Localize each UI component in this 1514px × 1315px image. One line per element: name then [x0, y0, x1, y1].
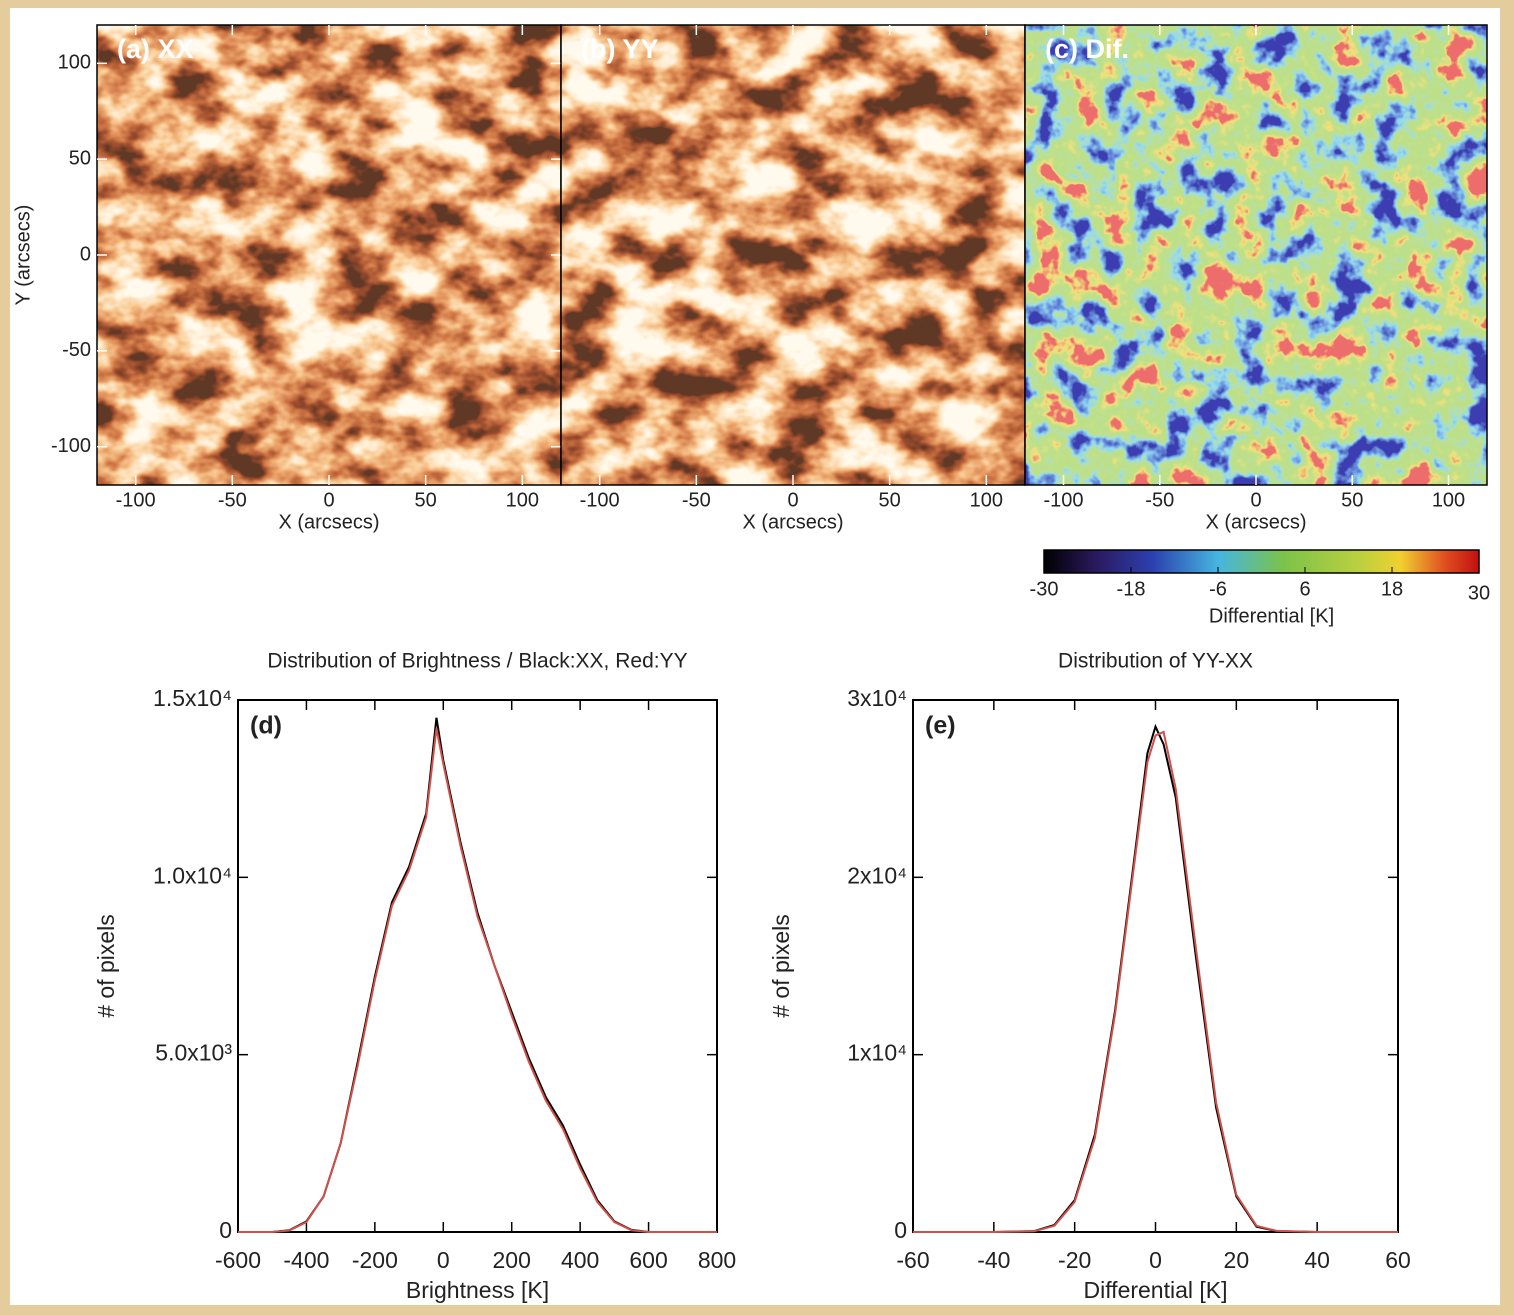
x-tick-label: 100 — [506, 489, 539, 511]
y-tick-label: -100 — [51, 435, 91, 457]
y-tick-label: 0 — [894, 1217, 907, 1243]
colorbar-tick-label: 18 — [1381, 578, 1403, 600]
image-map — [561, 25, 1025, 485]
x-axis-label: X (arcsecs) — [278, 511, 379, 533]
y-tick-label: 3x10⁴ — [847, 685, 907, 711]
colorbar-tick-label: -30 — [1030, 578, 1059, 600]
colorbar-label: Differential [K] — [1209, 605, 1334, 627]
image-map — [1025, 25, 1487, 485]
y-tick-label: 50 — [69, 147, 91, 169]
y-axis-label: # of pixels — [93, 914, 119, 1018]
x-tick-label: -100 — [1043, 489, 1083, 511]
panel-title: (c) Dif. — [1045, 34, 1129, 64]
x-tick-label: 100 — [1432, 489, 1465, 511]
x-tick-label: 100 — [970, 489, 1003, 511]
y-tick-label: 2x10⁴ — [847, 862, 907, 888]
colorbar-tick-label: -18 — [1117, 578, 1146, 600]
colorbar-tick-label: -6 — [1209, 578, 1227, 600]
x-tick-label: 50 — [415, 489, 437, 511]
colorbar-tick-label: 30 — [1468, 582, 1490, 604]
y-tick-label: 0 — [80, 243, 91, 265]
x-tick-label: 400 — [561, 1247, 599, 1273]
image-map — [97, 25, 561, 485]
x-tick-label: 600 — [629, 1247, 667, 1273]
colorbar-tick-label: 6 — [1299, 578, 1310, 600]
x-tick-label: 60 — [1385, 1247, 1411, 1273]
x-tick-label: 0 — [1250, 489, 1261, 511]
x-tick-label: -600 — [215, 1247, 261, 1273]
x-axis-label: X (arcsecs) — [1205, 511, 1306, 533]
plot-title: Distribution of YY-XX — [1058, 650, 1253, 673]
x-tick-label: 200 — [493, 1247, 531, 1273]
y-tick-label: 1.5x10⁴ — [153, 685, 232, 711]
panel-title: (a) XX — [117, 34, 194, 64]
plot-title: Distribution of Brightness / Black:XX, R… — [267, 650, 687, 673]
histogram-line — [913, 730, 1398, 1233]
panel-annotation: (d) — [250, 712, 282, 740]
x-tick-label: -60 — [896, 1247, 929, 1273]
x-tick-label: 40 — [1304, 1247, 1330, 1273]
y-tick-label: 0 — [219, 1217, 232, 1243]
y-tick-label: 1x10⁴ — [847, 1040, 907, 1066]
x-tick-label: -50 — [682, 489, 711, 511]
x-axis-label: Differential [K] — [1083, 1277, 1227, 1303]
panel-annotation: (e) — [925, 712, 956, 740]
x-tick-label: -50 — [218, 489, 247, 511]
x-tick-label: 50 — [1341, 489, 1363, 511]
x-tick-label: -50 — [1145, 489, 1174, 511]
plot-frame — [237, 699, 718, 1233]
x-tick-label: 0 — [787, 489, 798, 511]
x-tick-label: 50 — [879, 489, 901, 511]
y-tick-label: 1.0x10⁴ — [153, 862, 232, 888]
x-tick-label: -100 — [580, 489, 620, 511]
x-tick-label: -200 — [352, 1247, 398, 1273]
x-tick-label: 20 — [1224, 1247, 1250, 1273]
panel-title: (b) YY — [581, 34, 659, 64]
histogram-line — [238, 728, 717, 1233]
x-tick-label: -20 — [1058, 1247, 1091, 1273]
y-axis-label: Y (arcsecs) — [12, 205, 34, 306]
y-tick-label: -50 — [62, 339, 91, 361]
x-axis-label: Brightness [K] — [406, 1277, 549, 1303]
x-tick-label: -40 — [977, 1247, 1010, 1273]
x-axis-label: X (arcsecs) — [742, 511, 843, 533]
y-tick-label: 5.0x10³ — [155, 1040, 232, 1066]
colorbar — [1043, 549, 1480, 574]
x-tick-label: 0 — [437, 1247, 450, 1273]
y-axis-label: # of pixels — [768, 914, 794, 1018]
x-tick-label: 800 — [698, 1247, 736, 1273]
y-tick-label: 100 — [58, 52, 91, 74]
x-tick-label: -400 — [283, 1247, 329, 1273]
x-tick-label: 0 — [323, 489, 334, 511]
x-tick-label: -100 — [116, 489, 156, 511]
x-tick-label: 0 — [1149, 1247, 1162, 1273]
